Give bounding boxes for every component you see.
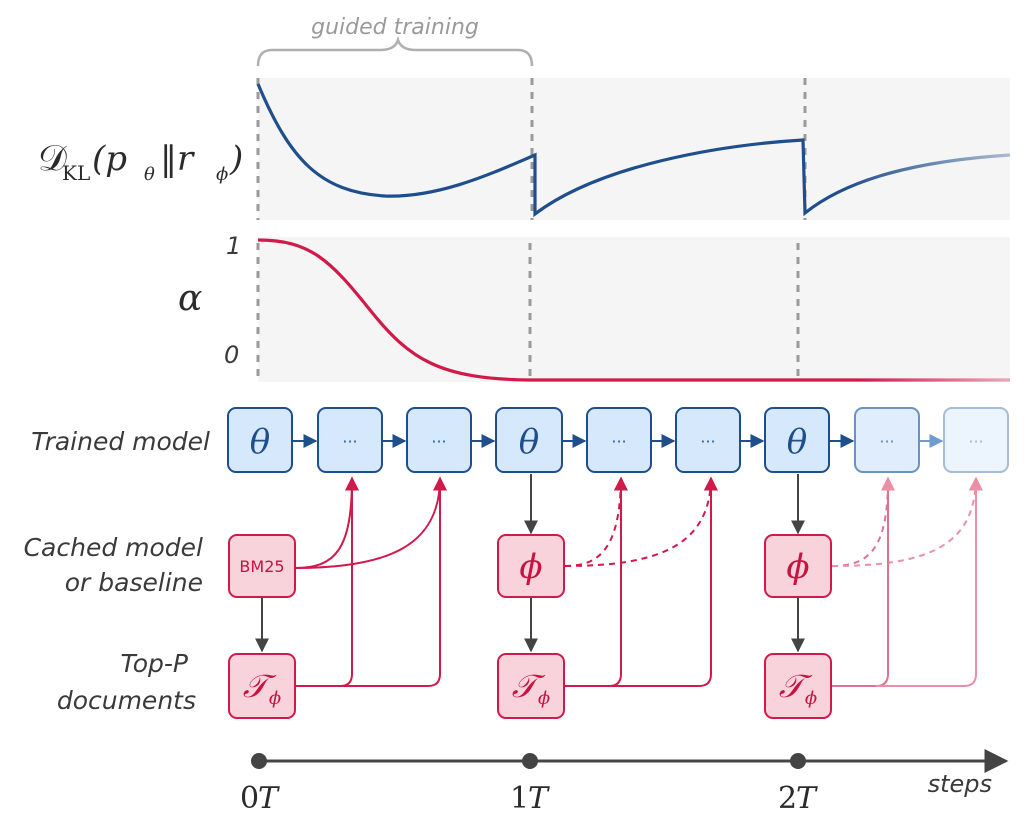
alpha-axis-bottom: 0 [224,341,239,369]
svg-text:···: ··· [611,432,626,451]
svg-text:···: ··· [968,432,983,451]
baseline-node-bm25: BM25 [228,534,296,598]
arrow-tau0-to-step3 [340,476,447,687]
svg-text:ϕ: ϕ [786,547,809,587]
arrow-tau0-to-step2 [295,476,359,687]
alpha-axis-top: 1 [226,232,241,260]
arrow-phi2-to-step8 [831,476,895,567]
alpha-label: α [178,278,202,319]
arrow-phi2-to-step9 [831,476,983,567]
arrow-tau1-to-step5 [565,476,628,687]
arrow-phi1-to-step6 [564,476,718,567]
timeline-steps-label: steps [928,770,992,798]
svg-text:T: T [796,781,818,816]
svg-text:1: 1 [510,781,529,816]
model-node-step-5: ··· [586,407,652,473]
svg-text:BM25: BM25 [239,557,284,576]
guided-training-brace [256,35,534,67]
timeline-dot-0t [251,753,267,769]
guided-training-label: guided training [311,15,479,40]
svg-text:···: ··· [342,432,357,451]
kl-label: 𝒟 KL (p θ ‖r ϕ ) [38,138,243,185]
docs-node-tau-1: 𝒯 ϕ [497,653,565,719]
svg-text:θ: θ [787,422,807,462]
svg-text:···: ··· [700,432,715,451]
svg-text:ϕ: ϕ [519,547,542,587]
model-node-theta-1: θ [495,407,563,473]
svg-text:): ) [229,139,243,179]
svg-text:(p: (p [92,139,127,179]
docs-node-tau-2: 𝒯 ϕ [764,653,832,719]
svg-text:θ: θ [519,422,539,462]
svg-text:ϕ: ϕ [538,688,550,709]
svg-text:KL: KL [62,161,90,185]
arrow-bm25-to-step2 [294,476,359,569]
timeline-dot-1t [522,753,538,769]
svg-text:···: ··· [879,432,894,451]
arrow-bm25-to-step3 [294,476,447,569]
model-node-step-3: ··· [406,407,472,473]
timeline-tick-1t: 1 T [510,781,550,816]
svg-text:𝒟: 𝒟 [38,138,67,179]
arrow-tau1-to-step6 [609,476,718,687]
model-node-step-9: ··· [943,407,1009,473]
cached-node-phi-2: ϕ [764,534,832,598]
kl-panel [258,78,1010,220]
svg-text:‖r: ‖r [160,139,195,179]
arrow-tau2-to-step9 [876,476,983,687]
model-node-step-2: ··· [317,407,383,473]
cached-node-phi-1: ϕ [497,534,565,598]
kl-curve [256,83,1011,218]
svg-text:2: 2 [778,781,797,816]
row-label-cached-2: or baseline [65,568,203,597]
model-node-step-8: ··· [854,407,920,473]
docs-node-tau-0: 𝒯 ϕ [228,653,296,719]
row-label-topp-2: documents [57,686,196,715]
row-label-topp-1: Top-P [121,649,189,678]
svg-text:T: T [528,781,550,816]
timeline-tick-2t: 2 T [778,781,818,816]
svg-text:θ: θ [250,422,270,462]
arrow-tau2-to-step8 [832,476,895,687]
svg-text:0: 0 [240,781,259,816]
model-node-theta-0: θ [227,407,293,473]
model-node-step-6: ··· [675,407,741,473]
alpha-panel [258,237,1010,382]
timeline-tick-0t: 0 T [240,781,280,816]
row-label-trained: Trained model [31,427,210,456]
model-node-theta-2: θ [764,407,830,473]
row-label-cached-1: Cached model [24,533,203,562]
svg-text:ϕ: ϕ [216,164,228,185]
svg-text:···: ··· [431,432,446,451]
svg-text:ϕ: ϕ [805,688,817,709]
timeline-dot-2t [790,753,806,769]
svg-text:θ: θ [144,164,155,185]
svg-text:ϕ: ϕ [269,688,281,709]
arrow-phi1-to-step5 [564,476,628,567]
svg-text:T: T [258,781,280,816]
alpha-curve [257,238,1010,382]
